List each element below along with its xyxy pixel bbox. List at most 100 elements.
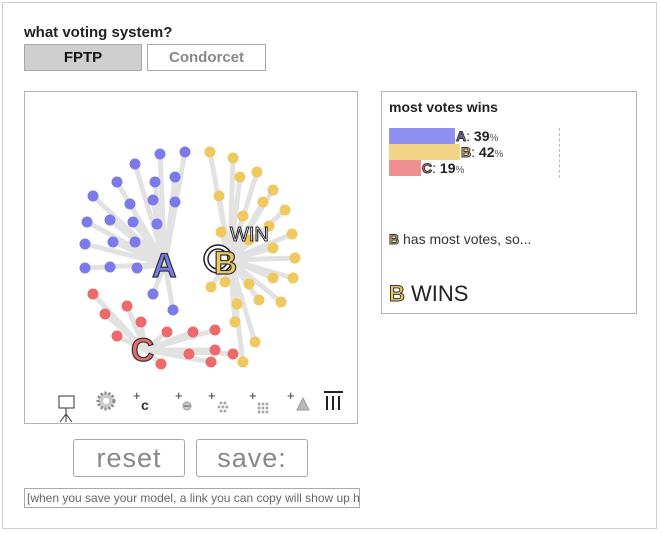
voter-dot[interactable] — [267, 242, 279, 254]
voter-dot[interactable] — [87, 190, 99, 202]
voter-dot[interactable] — [169, 171, 181, 183]
voter-dot[interactable] — [204, 146, 216, 158]
result-letter-a: A — [455, 128, 467, 145]
voter-dot[interactable] — [167, 304, 179, 316]
simulation-drawing[interactable]: WIN A B C + c + + — [25, 92, 357, 423]
add-candidate-icon[interactable]: + c — [133, 388, 149, 413]
voter-dot[interactable] — [289, 252, 301, 264]
simulation-canvas[interactable]: WIN A B C + c + + — [24, 91, 358, 424]
voter-dot[interactable] — [169, 196, 181, 208]
vote-line — [142, 327, 218, 353]
voter-dot[interactable] — [111, 176, 123, 188]
voter-dot[interactable] — [209, 324, 221, 336]
voter-dot[interactable] — [131, 262, 143, 274]
result-label-c: C: 19% — [421, 160, 465, 177]
add-voter-group-small-icon[interactable]: + — [208, 388, 229, 413]
win-label: WIN — [230, 224, 269, 246]
add-voter-group-large-icon[interactable]: + — [249, 388, 269, 414]
voter-dot[interactable] — [243, 278, 255, 290]
candidate-c[interactable]: C — [130, 331, 154, 368]
voter-dot[interactable] — [179, 146, 191, 158]
voter-dot[interactable] — [251, 166, 263, 178]
add-triangle-icon[interactable]: + — [287, 388, 310, 411]
result-bar-c — [389, 160, 421, 176]
voter-dot[interactable] — [79, 262, 91, 274]
add-voter-icon[interactable]: + — [175, 388, 192, 411]
condorcet-button[interactable]: Condorcet — [147, 44, 266, 71]
voter-dot[interactable] — [287, 272, 299, 284]
voter-dot[interactable] — [205, 281, 217, 293]
voter-dot[interactable] — [107, 236, 119, 248]
save-link-field[interactable]: [when you save your model, a link you ca… — [24, 488, 360, 508]
voter-dot[interactable] — [279, 204, 291, 216]
result-unit-b: % — [494, 149, 504, 160]
message-letter: B — [388, 231, 400, 248]
voter-dot[interactable] — [253, 294, 265, 306]
voter-dot[interactable] — [227, 348, 239, 360]
voter-dot[interactable] — [237, 356, 249, 368]
save-button[interactable]: save: — [196, 439, 308, 477]
voter-dot[interactable] — [129, 236, 141, 248]
result-bar-b — [389, 144, 460, 160]
results-panel: most votes wins A: 39% B: 42% C: 19% B h… — [381, 91, 637, 314]
gear-icon[interactable] — [96, 391, 116, 411]
voter-dot[interactable] — [187, 326, 199, 338]
vote-line — [227, 257, 246, 365]
vote-line — [227, 257, 284, 305]
winner-text: WINS — [404, 281, 469, 306]
voter-dot[interactable] — [151, 218, 163, 230]
reset-button[interactable]: reset — [73, 439, 185, 477]
result-label-a: A: 39% — [455, 128, 499, 145]
voter-dot[interactable] — [267, 272, 279, 284]
voter-dot[interactable] — [267, 184, 279, 196]
voter-dot[interactable] — [229, 316, 241, 328]
voter-dot[interactable] — [81, 216, 93, 228]
clear-all-icon[interactable] — [324, 391, 343, 410]
voter-dot[interactable] — [147, 288, 159, 300]
voter-dot[interactable] — [149, 176, 161, 188]
vote-line — [227, 199, 266, 263]
voter-dot[interactable] — [121, 300, 133, 312]
voter-dot[interactable] — [234, 171, 246, 183]
voter-dot[interactable] — [237, 210, 249, 222]
fptp-button[interactable]: FPTP — [24, 44, 142, 71]
voter-dot[interactable] — [87, 288, 99, 300]
voter-dot[interactable] — [127, 216, 139, 228]
voter-dot[interactable] — [135, 316, 147, 328]
svg-text:+: + — [249, 388, 257, 403]
voter-dot[interactable] — [154, 148, 166, 160]
voter-dot[interactable] — [104, 261, 116, 273]
voter-dot[interactable] — [161, 326, 173, 338]
voter-dot[interactable] — [111, 330, 123, 342]
voter-dot[interactable] — [155, 358, 167, 370]
voter-dot[interactable] — [231, 298, 243, 310]
voter-dot[interactable] — [227, 152, 239, 164]
message-text: has most votes, so... — [399, 231, 532, 247]
voter-dot[interactable] — [286, 228, 298, 240]
voter-dot[interactable] — [219, 276, 231, 288]
voter-dot[interactable] — [263, 220, 275, 232]
voter-dot[interactable] — [124, 198, 136, 210]
result-letter-c: C — [421, 160, 433, 177]
candidate-b[interactable]: B — [213, 244, 237, 281]
voter-dot[interactable] — [183, 348, 195, 360]
voter-dot[interactable] — [79, 238, 91, 250]
voter-dot[interactable] — [243, 234, 255, 246]
voter-dot[interactable] — [215, 226, 227, 238]
voter-dot[interactable] — [147, 194, 159, 206]
voter-dot[interactable] — [205, 356, 217, 368]
vote-line — [227, 257, 296, 281]
candidate-a[interactable]: A — [151, 246, 177, 285]
voter-dot[interactable] — [257, 196, 269, 208]
voter-dot[interactable] — [129, 158, 141, 170]
ballot-stand-icon[interactable] — [58, 395, 75, 423]
svg-text:+: + — [287, 388, 295, 403]
voter-dot[interactable] — [99, 308, 111, 320]
voter-dot[interactable] — [249, 336, 261, 348]
voter-dot[interactable] — [213, 190, 225, 202]
vote-line — [162, 261, 176, 313]
voter-dot[interactable] — [104, 214, 116, 226]
voter-dot[interactable] — [209, 344, 221, 356]
voter-dot[interactable] — [275, 296, 287, 308]
result-label-b: B: 42% — [460, 144, 504, 161]
